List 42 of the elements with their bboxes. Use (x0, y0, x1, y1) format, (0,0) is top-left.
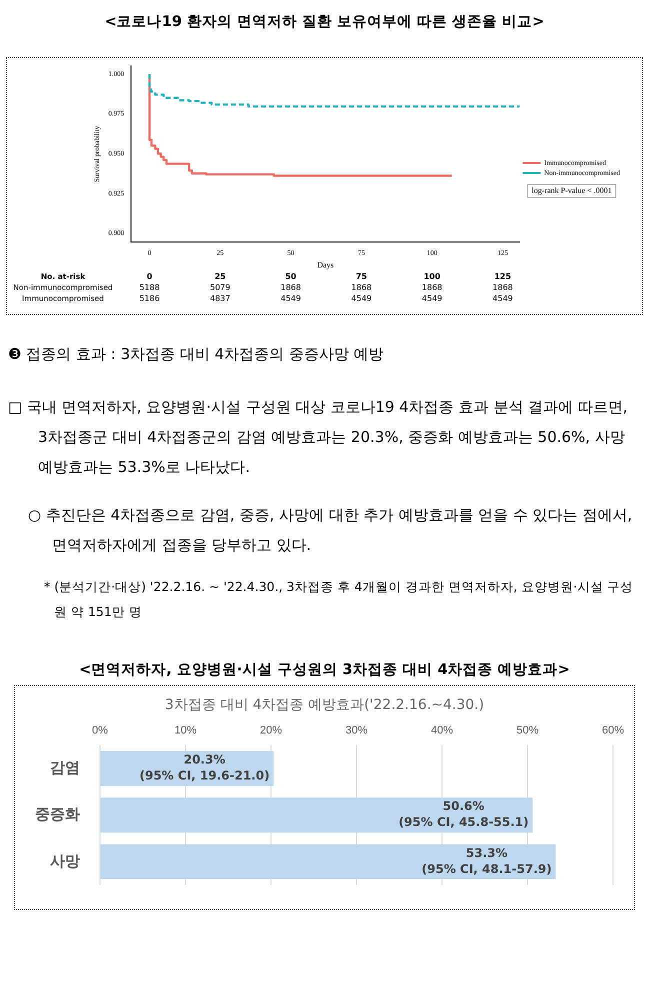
x-tick-label: 0% (92, 724, 108, 737)
text: 100 (424, 272, 440, 281)
bar (100, 798, 533, 833)
x-tick-label: 40% (430, 724, 454, 737)
data-label: 20.3% (95% CI, 19.6-21.0) (139, 752, 270, 783)
data-label: 53.3% (95% CI, 48.1-57.9) (422, 846, 552, 876)
text: 25 (214, 272, 226, 281)
y-tick-label: 사망 (50, 852, 80, 870)
text: 4549 (351, 294, 372, 303)
y-tick-label: 중증화 (35, 806, 80, 824)
text: 75 (356, 272, 368, 281)
text: □ 국내 면역저하자, 요양병원·시설 구성원 대상 코로나19 4차접종 효과 분석 결과에 따르면, 3차접종군 대비 4차접종군의 감염 예방효과는 20.3%, 중증화 예방효과는 50.6%, 사망 예방효과는 53.3%로 나타났다. (8, 397, 629, 478)
x-tick-label: 10% (174, 724, 197, 737)
text: ❸ 접종의 효과 : 3차접종 대비 4차접종의 중증사망 예방 (8, 345, 385, 364)
x-axis-title: Days (317, 260, 334, 270)
bar (100, 844, 556, 880)
text: * (분석기간·대상) '22.2.16. ~ '22.4.30., 3차접종 후 4개월이 경과한 면역저하자, 요양병원·시설 구성원 약 151만 명 (43, 578, 634, 621)
text: 0 (146, 272, 152, 281)
x-tick-label: 30% (345, 724, 368, 737)
text: 4837 (210, 294, 230, 303)
x-tick-label: 60% (602, 724, 624, 737)
text: 4549 (280, 294, 301, 303)
text: 50 (285, 272, 296, 281)
text: 1868 (492, 283, 513, 292)
text: log-rank P-value < .0001 (532, 186, 612, 196)
chart-subtitle: 3차접종 대비 4차접종 예방효과('22.2.16.~4.30.) (164, 696, 486, 715)
text: 4549 (422, 294, 442, 303)
text: 4549 (492, 294, 513, 303)
text: 1868 (422, 283, 442, 292)
text: 125 (494, 272, 512, 281)
chart-title: <면역저하자, 요양병원·시설 구성원의 3차접종 대비 4차접종 예방효과> (78, 661, 571, 679)
chart-title: <코로나19 환자의 면역저하 질환 보유여부에 따른 생존율 비교> (104, 13, 546, 31)
data-label: 50.6% (95% CI, 45.8-55.1) (398, 799, 529, 830)
x-tick-label: 50% (516, 724, 539, 737)
text: ○ 추진단은 4차접종으로 감염, 중증, 사망에 대한 추가 예방효과를 얻을 수 있다는 점에서, 면역저하자에게 접종을 당부하고 있다. (27, 505, 634, 556)
text: 1868 (280, 283, 301, 292)
text: 5079 (210, 283, 230, 292)
text: 5188 (139, 283, 160, 292)
x-tick-label: 20% (260, 724, 282, 737)
y-tick-label: 감염 (50, 760, 80, 777)
text: 1868 (351, 283, 372, 292)
text: 5186 (139, 294, 160, 303)
